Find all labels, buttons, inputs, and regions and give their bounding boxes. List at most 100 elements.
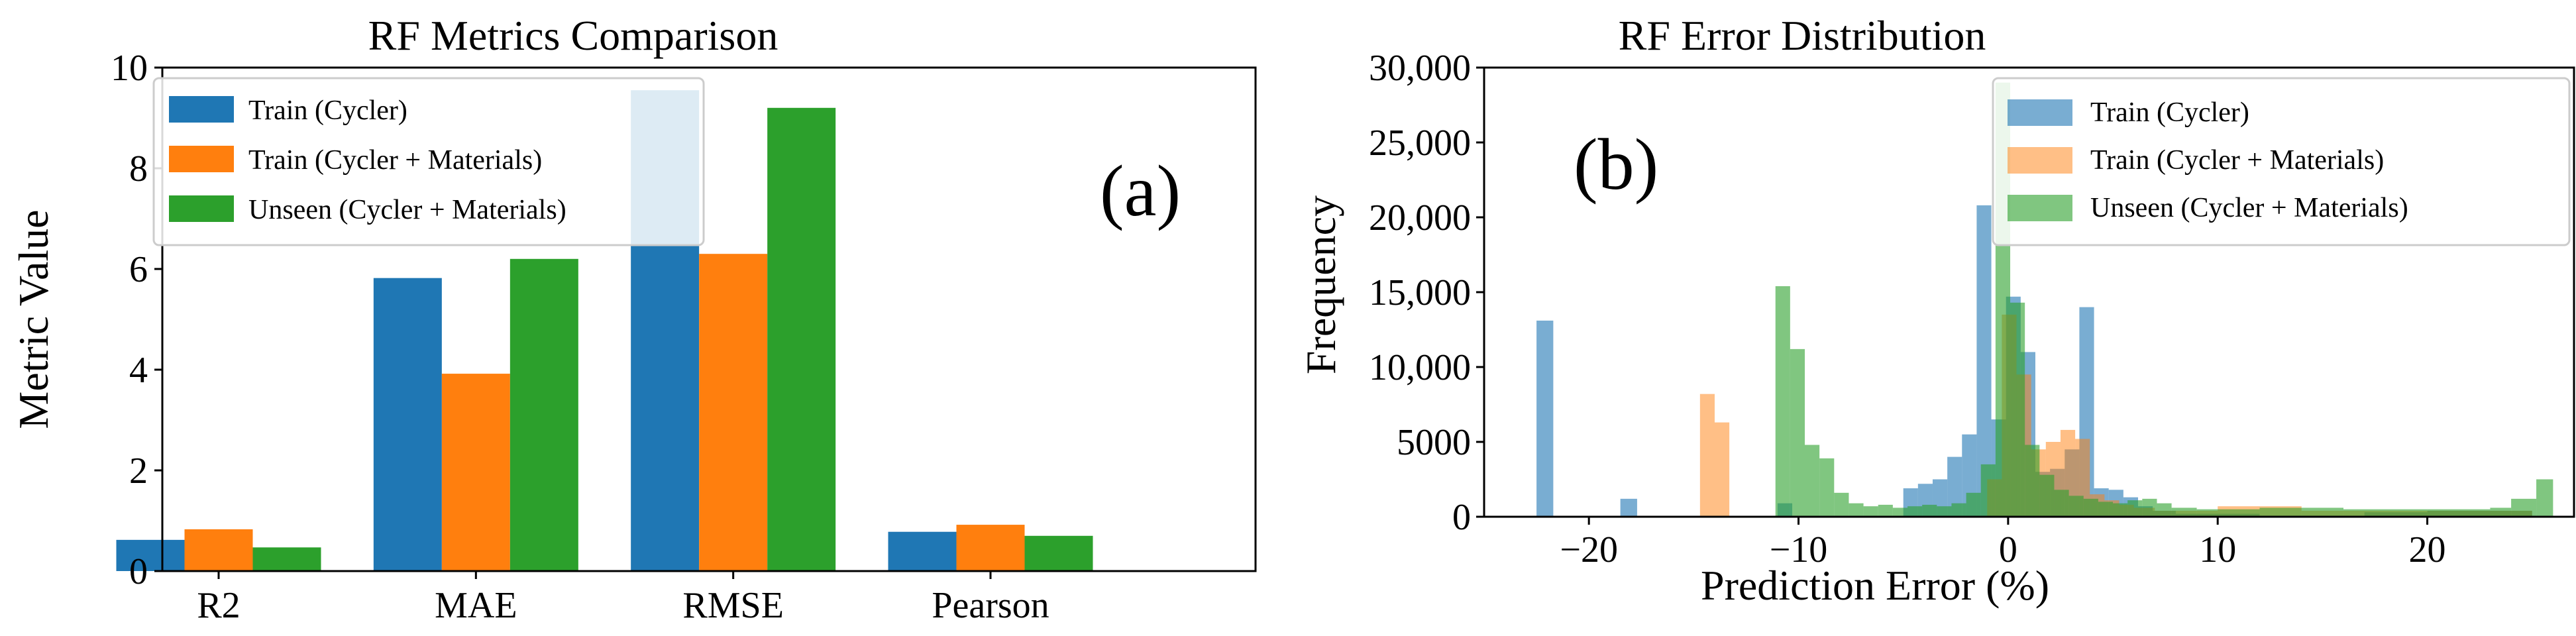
- hist-bin-unseen-cycler-materials: [1819, 458, 1835, 517]
- hist-bin-unseen-cycler-materials: [2196, 509, 2260, 517]
- y-tick-label: 25,000: [1369, 123, 1471, 164]
- y-tick-label: 30,000: [1369, 48, 1471, 89]
- panel-b-histogram: RF Error Distribution 0 5000 10,000 15,000 2…: [1297, 12, 2575, 609]
- panel-b-legend: Train (Cycler) Train (Cycler + Materials…: [1992, 77, 2571, 246]
- bar-unseen-cycler-materials-mae: [510, 258, 578, 571]
- panel-a-bar-chart: RF Metrics Comparison 0 2 4 6 8 10 R2 MAE RMSE P…: [10, 12, 1257, 626]
- x-tick-label: −20: [1560, 529, 1618, 570]
- bar-train-cycler-pearson: [888, 531, 957, 571]
- y-tick-label: 10: [111, 48, 148, 89]
- hist-bin-unseen-cycler-materials: [2083, 498, 2098, 517]
- legend-label-train-cycler-materials: Train (Cycler + Materials): [248, 145, 542, 176]
- panel-a-x-ticks: R2 MAE RMSE Pearson: [197, 571, 1049, 626]
- panel-b-y-axis-label: Frequency: [1297, 195, 1344, 374]
- y-tick-label: 8: [129, 148, 148, 189]
- x-tick-label-pearson: Pearson: [932, 585, 1049, 626]
- hist-bin-train-cycler: [1947, 456, 1962, 517]
- panel-b-x-ticks: −20 −10 0 10 20: [1560, 517, 2446, 570]
- legend-swatch-unseen-cycler-materials: [2008, 195, 2072, 221]
- legend-label-unseen-cycler-materials: Unseen (Cycler + Materials): [2090, 193, 2408, 223]
- hist-bin-unseen-cycler-materials: [2068, 496, 2084, 517]
- legend-swatch-unseen-cycler-materials: [169, 195, 234, 222]
- hist-bin-unseen-cycler-materials: [2536, 479, 2553, 517]
- x-tick-label-rmse: RMSE: [682, 585, 784, 626]
- bar-train-cycler-materials-pearson: [956, 525, 1025, 571]
- hist-bin-unseen-cycler-materials: [1922, 504, 1937, 517]
- y-tick-label: 10,000: [1369, 347, 1471, 388]
- x-tick-label: 10: [2199, 529, 2236, 570]
- panel-a-legend-frame: [152, 77, 705, 246]
- panel-a-legend: Train (Cycler) Train (Cycler + Materials…: [152, 77, 705, 246]
- bar-train-cycler-r2: [116, 539, 185, 571]
- y-tick-label: 0: [129, 551, 148, 592]
- hist-bin-unseen-cycler-materials: [1849, 503, 1864, 517]
- hist-bin-unseen-cycler-materials: [1834, 492, 1849, 517]
- hist-bin-unseen-cycler-materials: [2343, 509, 2428, 517]
- legend-swatch-train-cycler: [169, 96, 234, 123]
- hist-bin-unseen-cycler-materials: [2171, 507, 2197, 517]
- bar-train-cycler-materials-mae: [441, 374, 510, 571]
- legend-label-unseen-cycler-materials: Unseen (Cycler + Materials): [248, 195, 566, 225]
- y-tick-label: 4: [129, 350, 148, 391]
- x-tick-label: 20: [2409, 529, 2446, 570]
- hist-bin-unseen-cycler-materials: [1966, 492, 1981, 517]
- hist-bin-unseen-cycler-materials: [1937, 506, 1952, 517]
- hist-bin-train-cycler: [1976, 205, 1992, 517]
- hist-bin-unseen-cycler-materials: [1980, 464, 1996, 517]
- legend-label-train-cycler: Train (Cycler): [248, 95, 407, 126]
- panel-b-legend-frame: [1992, 77, 2571, 246]
- hist-bin-unseen-cycler-materials: [1775, 286, 1790, 517]
- hist-bin-unseen-cycler-materials: [2113, 503, 2128, 517]
- hist-bin-unseen-cycler-materials: [1805, 445, 1820, 517]
- hist-bin-unseen-cycler-materials: [2142, 498, 2157, 517]
- panel-a-annotation: (a): [1100, 150, 1181, 231]
- panel-b-title: RF Error Distribution: [1619, 12, 1986, 59]
- legend-label-train-cycler-materials: Train (Cycler + Materials): [2090, 145, 2384, 176]
- hist-bin-unseen-cycler-materials: [1892, 507, 1908, 517]
- bar-train-cycler-materials-r2: [184, 529, 253, 571]
- hist-bin-unseen-cycler-materials: [2490, 507, 2512, 517]
- panel-b-x-axis-label: Prediction Error (%): [1701, 562, 2049, 609]
- panel-a-axes-frame: [161, 66, 1257, 572]
- hist-bin-unseen-cycler-materials: [2054, 490, 2069, 517]
- bar-train-cycler-mae: [373, 278, 442, 571]
- hist-bin-unseen-cycler-materials: [2010, 302, 2025, 517]
- y-tick-label: 15,000: [1369, 272, 1471, 313]
- panel-a-title: RF Metrics Comparison: [368, 12, 778, 59]
- x-tick-label: −10: [1770, 529, 1828, 570]
- hist-bin-unseen-cycler-materials: [2259, 507, 2344, 517]
- panel-b-y-ticks: 0 5000 10,000 15,000 20,000 25,000 30,000: [1369, 48, 1484, 538]
- panel-b-bars: [1536, 82, 2553, 517]
- bar-unseen-cycler-materials-rmse: [767, 107, 836, 572]
- hist-bin-unseen-cycler-materials: [1878, 504, 1893, 517]
- legend-swatch-train-cycler-materials: [2008, 147, 2072, 174]
- hist-bin-unseen-cycler-materials: [1907, 506, 1923, 517]
- bar-train-cycler-materials-rmse: [699, 254, 768, 571]
- hist-bin-unseen-cycler-materials: [2039, 474, 2055, 517]
- y-tick-label: 2: [129, 450, 148, 492]
- hist-bin-train-cycler: [1620, 498, 1637, 517]
- y-tick-label: 6: [129, 249, 148, 290]
- hist-bin-unseen-cycler-materials: [1951, 503, 1966, 517]
- hist-bin-train-cycler-materials: [1699, 394, 1715, 517]
- hist-bin-unseen-cycler-materials: [1863, 506, 1878, 517]
- panel-a-y-axis-label: Metric Value: [10, 209, 57, 429]
- x-tick-label-r2: R2: [197, 585, 240, 626]
- hist-bin-unseen-cycler-materials: [1790, 348, 1805, 517]
- y-tick-label: 20,000: [1369, 197, 1471, 238]
- x-tick-label-mae: MAE: [435, 585, 517, 626]
- panel-b-annotation: (b): [1574, 124, 1658, 205]
- panel-a-bars: [116, 90, 1093, 572]
- hist-bin-unseen-cycler-materials: [2127, 500, 2143, 517]
- hist-bin-unseen-cycler-materials: [2157, 503, 2172, 517]
- hist-bin-unseen-cycler-materials: [2025, 445, 2040, 517]
- hist-bin-train-cycler-materials: [1714, 422, 1730, 517]
- legend-swatch-train-cycler-materials: [169, 146, 234, 172]
- x-tick-label: 0: [1999, 529, 2017, 570]
- hist-bin-unseen-cycler-materials: [2427, 509, 2491, 517]
- panel-a-y-ticks: 0 2 4 6 8 10: [111, 48, 162, 592]
- legend-label-train-cycler: Train (Cycler): [2090, 97, 2249, 128]
- hist-bin-train-cycler: [1536, 320, 1554, 517]
- hist-bin-unseen-cycler-materials: [2098, 502, 2114, 517]
